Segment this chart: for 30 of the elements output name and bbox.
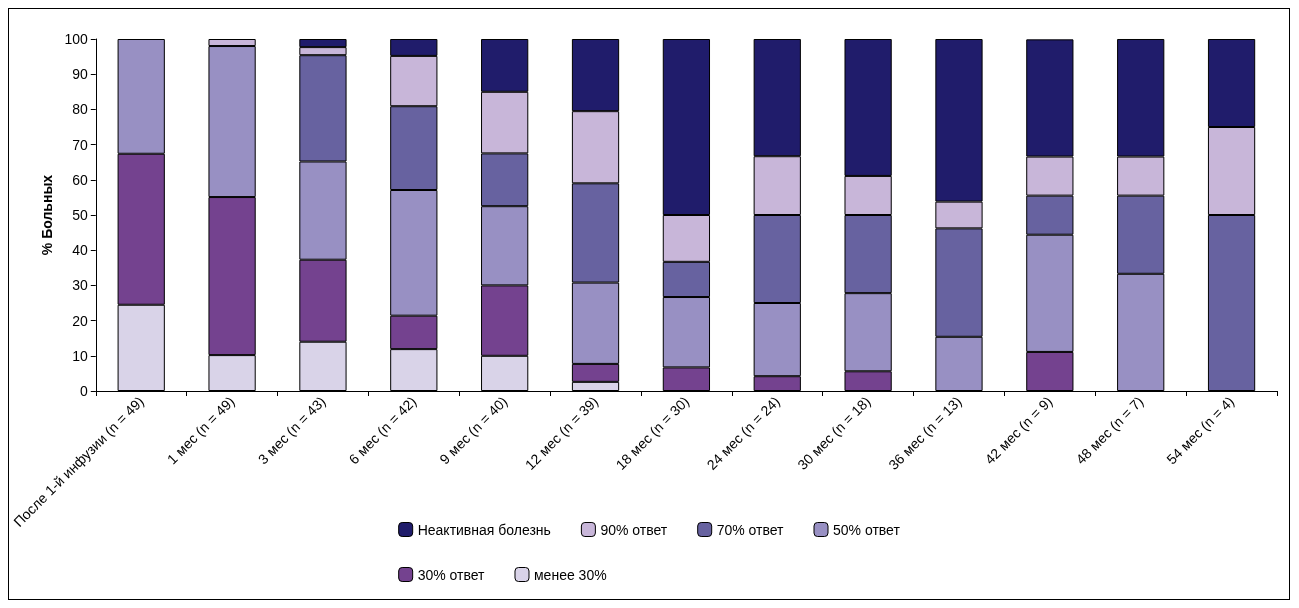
y-tick-label: 80 bbox=[72, 101, 88, 118]
legend-label: Неактивная болезнь bbox=[417, 521, 551, 538]
y-tick-label: 70 bbox=[72, 136, 88, 153]
x-tick-label: 24 мес (n = 24) bbox=[703, 393, 783, 473]
x-tick-label: 12 мес (n = 39) bbox=[521, 393, 602, 473]
y-tick-label: 60 bbox=[72, 171, 88, 188]
x-tick-label: 36 мес (n = 13) bbox=[885, 393, 965, 473]
legend-label: 50% ответ bbox=[833, 521, 901, 538]
y-tick-label: 0 bbox=[79, 383, 88, 399]
legend-label: 90% ответ bbox=[600, 521, 668, 538]
y-tick-label: 30 bbox=[72, 277, 88, 294]
x-tick-label: 1 мес (n = 49) bbox=[163, 393, 238, 468]
x-tick-label: 3 мес (n = 43) bbox=[254, 393, 329, 468]
legend-label: 70% ответ bbox=[716, 521, 785, 538]
x-tick-label: 42 мес (n = 9) bbox=[981, 393, 1056, 468]
y-tick-label: 20 bbox=[72, 312, 88, 329]
x-tick-label: 9 мес (n = 40) bbox=[436, 393, 511, 468]
y-tick-label: 50 bbox=[72, 207, 88, 223]
y-tick-label: 10 bbox=[72, 347, 88, 364]
y-tick-label: 90 bbox=[72, 66, 88, 83]
x-tick-label: 30 мес (n = 18) bbox=[794, 393, 874, 473]
x-tick-label: 18 мес (n = 30) bbox=[612, 393, 693, 473]
y-tick-label: 40 bbox=[72, 242, 88, 259]
legend-label: 30% ответ bbox=[417, 566, 486, 583]
x-tick-label: 6 мес (n = 42) bbox=[345, 393, 420, 468]
y-axis-title: % Больных bbox=[38, 174, 55, 256]
legend-label: менее 30% bbox=[533, 566, 607, 583]
x-tick-label: 48 мес (n = 7) bbox=[1072, 393, 1147, 468]
y-tick-label: 100 bbox=[64, 31, 88, 47]
x-tick-label: 54 мес (n = 4) bbox=[1163, 393, 1238, 468]
